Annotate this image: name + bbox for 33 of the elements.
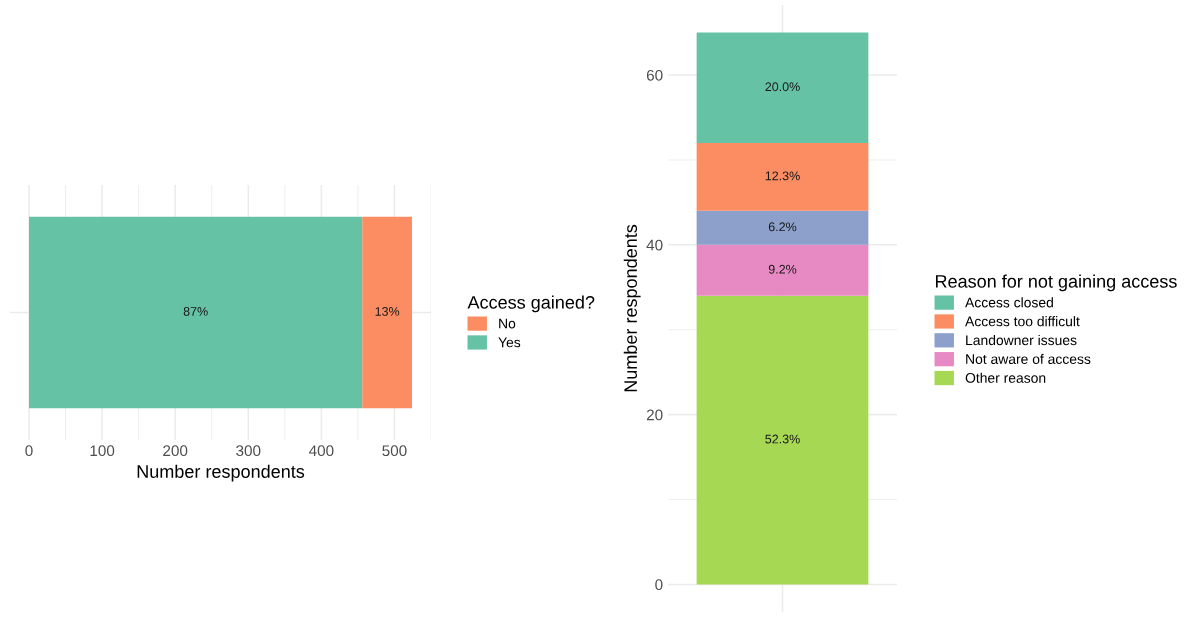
y-tick-label: 0 xyxy=(655,579,663,591)
legend-label: No xyxy=(499,318,516,329)
legend-label: Access too difficult xyxy=(965,316,1080,327)
legend-label: Access closed xyxy=(965,297,1053,308)
annotation: 9.2% xyxy=(768,264,797,274)
legend-label: Yes xyxy=(498,337,521,348)
annotation: 12.3% xyxy=(765,171,800,181)
bar xyxy=(696,32,869,143)
y-tick-label: 40 xyxy=(646,239,663,251)
x-axis-title: Number respondents xyxy=(137,464,305,482)
annotation: 6.2% xyxy=(768,222,797,232)
x-tick-label: 300 xyxy=(236,445,261,457)
annotation: 20.0% xyxy=(765,82,800,92)
annotation: 13% xyxy=(375,307,400,316)
x-tick-label: 500 xyxy=(382,445,407,457)
y-tick-label: 60 xyxy=(646,69,663,81)
bar xyxy=(696,295,869,585)
annotation: 52.3% xyxy=(765,434,800,444)
legend-label: Not aware of access xyxy=(966,353,1091,364)
y-tick-label: 20 xyxy=(646,409,663,421)
bar xyxy=(696,142,869,211)
x-tick-label: 400 xyxy=(308,445,334,457)
legend-label: Other reason xyxy=(965,372,1046,383)
y-axis-title: Number respondents xyxy=(623,224,641,392)
x-tick-label: 0 xyxy=(25,445,33,457)
bar xyxy=(696,244,869,296)
annotation: 87% xyxy=(183,307,208,316)
x-tick-label: 100 xyxy=(90,445,115,457)
legend-label: Landowner issues xyxy=(966,334,1077,346)
legend-title: Reason for not gaining access xyxy=(935,274,1177,292)
bar xyxy=(696,210,869,245)
legend-title: Access gained? xyxy=(467,295,595,313)
x-tick-label: 200 xyxy=(163,445,188,457)
